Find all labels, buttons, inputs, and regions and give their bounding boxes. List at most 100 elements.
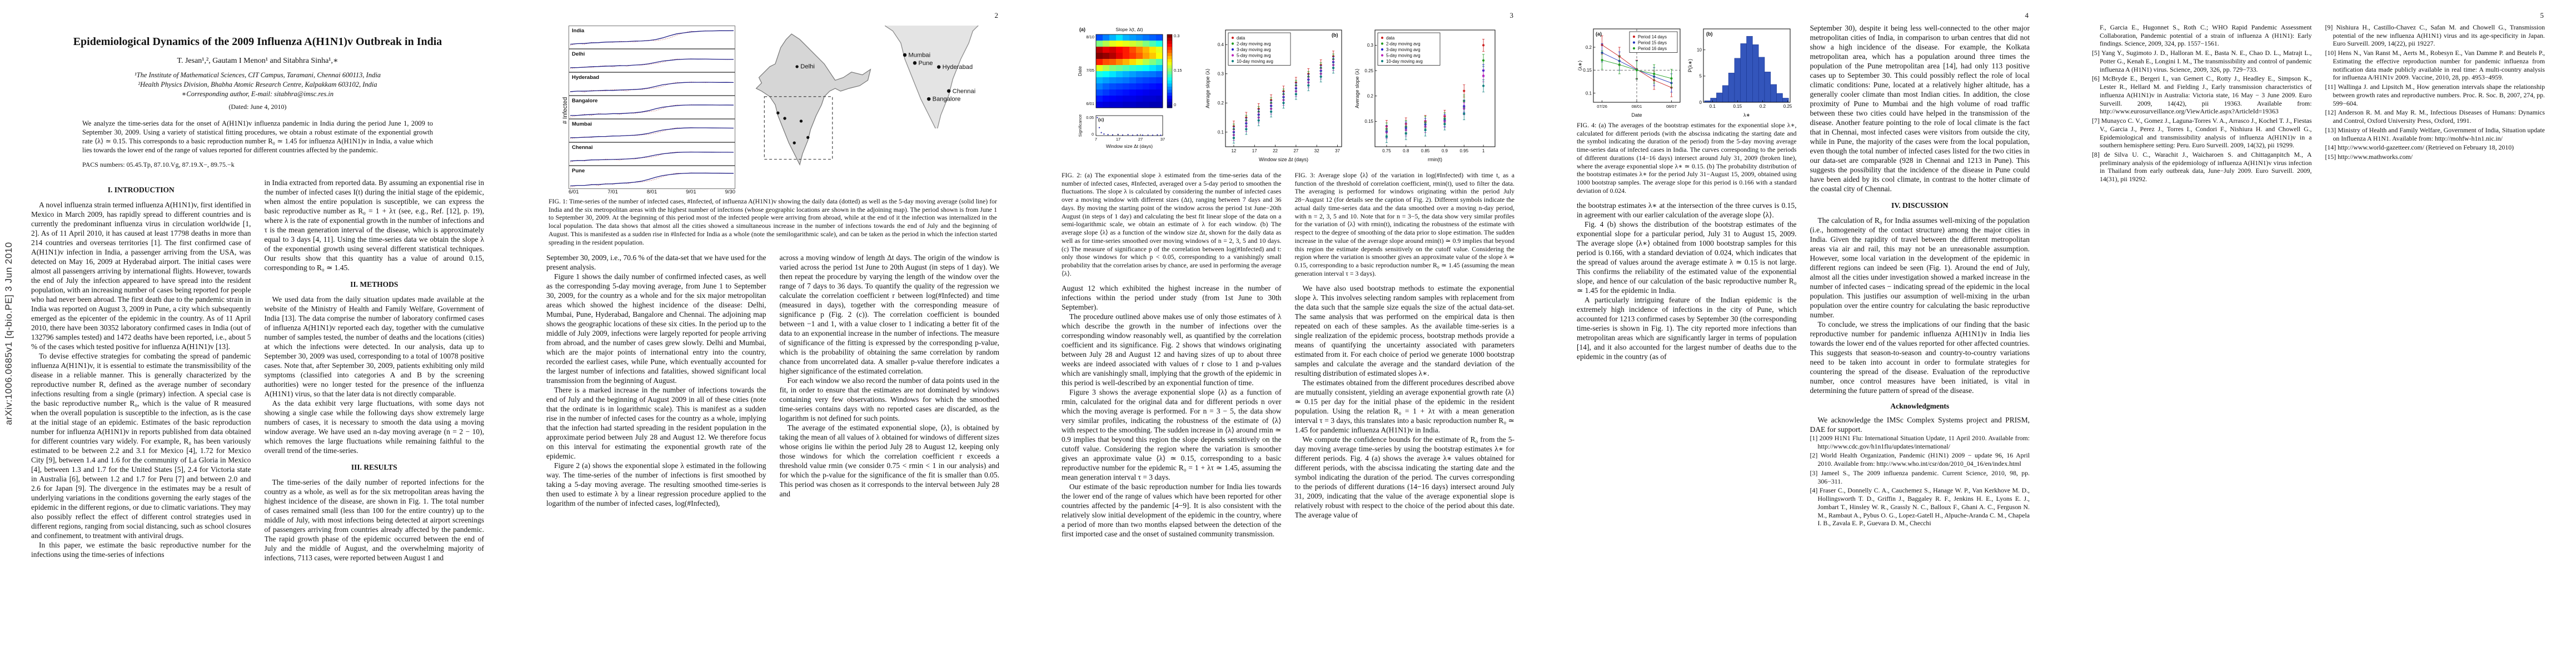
figure-2a-2c-block: 0.3 0.15 0 8/10 7/05 6/01 (a) Slope λ(t, Δt) Dat… <box>1077 24 1197 153</box>
svg-text:10-day moving avg: 10-day moving avg <box>1386 59 1423 64</box>
page-number: 4 <box>2025 11 2029 19</box>
fig1-x-tick: 6/01 <box>569 189 579 195</box>
svg-text:Window size Δt (days): Window size Δt (days) <box>1258 157 1308 162</box>
svg-text:37: 37 <box>1160 137 1164 142</box>
paper-title: Epidemiological Dynamics of the 2009 Inf… <box>73 36 442 48</box>
reference-item: [10] Hens N., Van Ranst M., Aerts M., Ro… <box>2325 49 2545 82</box>
svg-text:Date: Date <box>1631 112 1642 118</box>
paragraph: The time-series of the daily number of r… <box>264 477 485 562</box>
svg-text:0.15: 0.15 <box>1364 119 1373 124</box>
svg-text:0.25: 0.25 <box>1364 68 1373 73</box>
fig2b-average-slope-plot: 0.1 0.2 0.3 0.4 12 17 22 27 32 37 Window size Δt (… <box>1205 29 1342 162</box>
fig1-x-tick: 8/01 <box>646 189 657 195</box>
svg-text:17: 17 <box>1115 137 1120 142</box>
svg-text:data: data <box>1386 36 1395 41</box>
affiliation-2: ²Health Physics Division, Bhabha Atomic … <box>138 80 377 88</box>
paragraph: The estimates obtained from the differen… <box>1294 378 1515 434</box>
svg-text:Chennai: Chennai <box>953 88 975 94</box>
corresponding-author-line: ∗Corresponding author, E-mail: sitabhra@… <box>181 89 334 98</box>
fig1-panel-bangalore: Bangalore <box>569 96 735 119</box>
paragraph: We acknowledge the IMSc Complex Systems … <box>1810 416 2030 434</box>
svg-text:Mumbai: Mumbai <box>908 52 930 59</box>
svg-text:0.15: 0.15 <box>1174 68 1182 73</box>
reference-item: [15] http://www.mathworks.com/ <box>2325 153 2413 161</box>
svg-text:Delhi: Delhi <box>572 51 585 57</box>
fig2c-significance-panel: 0 0.05 7 17 27 37 Window size Δt (days) Signifi… <box>1078 115 1165 149</box>
svg-text:0.3: 0.3 <box>1367 43 1373 48</box>
svg-text:(b): (b) <box>1706 31 1713 37</box>
svg-text:0.15: 0.15 <box>1583 68 1592 73</box>
svg-text:0.2: 0.2 <box>1586 45 1592 50</box>
subsection-heading: Acknowledgments <box>1890 402 1950 410</box>
fig1-maps: Delhi Mumbai Pune Hyderabad Chennai Bangalor… <box>745 26 985 184</box>
abstract: We analyze the time-series data for the … <box>82 119 433 155</box>
svg-text:0.85: 0.85 <box>1421 148 1429 153</box>
reference-item: [1] 2009 H1N1 Flu: International Situati… <box>1810 434 2030 450</box>
svg-text:5-day moving avg: 5-day moving avg <box>1386 53 1421 58</box>
reference-item: [5] Yang Y., Sugimoto J. D., Halloran M.… <box>2092 49 2312 73</box>
figure-1: # Infected India Delhi Hyderabad Bangalore M… <box>546 26 999 195</box>
svg-text:10-day moving avg: 10-day moving avg <box>1237 59 1273 64</box>
fig1-timeseries-stack: # Infected India Delhi Hyderabad Bangalore M… <box>561 26 735 195</box>
page-2: 2 # Infected India Delhi Hyderabad Bangalor… <box>515 0 1030 667</box>
figure-caption: FIG. 4: (a) The averages of the bootstra… <box>1577 121 1797 195</box>
svg-text:3-day moving avg: 3-day moving avg <box>1237 47 1271 52</box>
page1-column-2: in India extracted from reported data. B… <box>265 178 485 563</box>
page2-column-2: across a moving window of length Δt days… <box>780 253 1000 508</box>
svg-text:0.3: 0.3 <box>1174 33 1179 38</box>
page-3: 3 0.3 0.15 0 8/10 7/05 6/01 (a) Slope λ(t, Δt) D… <box>1030 0 1546 667</box>
reference-item: [7] Munayco C. V., Gomez J., Laguna-Torr… <box>2092 117 2312 150</box>
svg-text:rmin(t): rmin(t) <box>1428 157 1442 162</box>
section-heading: III. RESULTS <box>351 462 397 471</box>
paragraph: Figure 1 shows the daily number of confi… <box>546 272 766 385</box>
svg-text:12: 12 <box>1231 148 1236 153</box>
paragraph: Fig. 4 (b) shows the distribution of the… <box>1577 220 1797 295</box>
fig4a-bootstrap-plot: 0.1 0.15 0.2 07/26 08/01 08/07 Date ⟨λ∗⟩ Period … <box>1577 28 1681 118</box>
fig1-x-tick: 9/30 <box>725 189 736 195</box>
svg-text:Period 15 days: Period 15 days <box>1638 41 1667 46</box>
svg-text:Bangalore: Bangalore <box>572 98 597 104</box>
paragraph: Figure 2 (a) shows the exponential slope… <box>546 461 766 508</box>
svg-text:0.25: 0.25 <box>1783 104 1792 109</box>
figure-2-and-3: 0.3 0.15 0 8/10 7/05 6/01 (a) Slope λ(t, Δt) Dat… <box>1062 24 1514 163</box>
svg-text:0.1: 0.1 <box>1710 104 1716 109</box>
svg-text:(b): (b) <box>1332 32 1338 38</box>
svg-text:0: 0 <box>1700 100 1702 105</box>
reference-item: [4] Fraser C., Donnelly C. A., Cauchemez… <box>1810 486 2030 527</box>
page1-column-1: I. INTRODUCTION A novel influenza strain … <box>31 178 251 563</box>
svg-text:(c): (c) <box>1098 117 1104 122</box>
svg-text:27: 27 <box>1138 137 1142 142</box>
reference-item: [8] de Silva U. C., Warachit J., Waichar… <box>2092 151 2312 183</box>
paragraph: September 30, 2009, i.e., 70.6 % of the … <box>546 253 766 272</box>
figure1-caption: FIG. 1: Time-series of the number of inf… <box>549 197 997 246</box>
svg-text:5: 5 <box>1700 74 1702 79</box>
reference-item: [6] McBryde E., Bergeri I., van Gemert C… <box>2092 74 2312 116</box>
svg-text:0.3: 0.3 <box>1217 72 1224 77</box>
india-map: Delhi <box>755 33 871 166</box>
svg-text:Period 14 days: Period 14 days <box>1638 34 1667 39</box>
svg-text:λ∗: λ∗ <box>1743 112 1750 118</box>
svg-text:Period 16 days: Period 16 days <box>1638 46 1667 51</box>
fig1-x-tick: 7/01 <box>607 189 618 195</box>
reference-item: F., Garcia E., Hugonnet S., Roth C.; WHO… <box>2100 23 2312 48</box>
reference-item: [13] Ministry of Health and Family Welfa… <box>2325 126 2545 142</box>
page-5: 5 F., Garcia E., Hugonnet S., Roth C.; W… <box>2061 0 2576 667</box>
page4-column-1: 0.1 0.15 0.2 07/26 08/01 08/07 Date ⟨λ∗⟩ Period … <box>1577 23 1797 529</box>
affiliation-1: ¹The Institute of Mathematical Sciences,… <box>134 71 381 79</box>
figure-4: 0.1 0.15 0.2 07/26 08/01 08/07 Date ⟨λ∗⟩ Period … <box>1577 23 1797 119</box>
svg-text:0.9: 0.9 <box>1441 148 1448 153</box>
paragraph: A novel influenza strain termed influenz… <box>31 200 251 351</box>
paragraph: There is a marked increase in the number… <box>546 386 766 461</box>
svg-text:0.95: 0.95 <box>1459 148 1468 153</box>
svg-text:0: 0 <box>1092 133 1094 137</box>
fig1-x-tick: 9/01 <box>686 189 696 195</box>
page3-column-1: FIG. 2: (a) The exponential slope λ esti… <box>1062 170 1282 539</box>
svg-text:17: 17 <box>1252 148 1257 153</box>
svg-text:Mumbai: Mumbai <box>572 121 592 127</box>
paragraph: September 30), despite it being less wel… <box>1810 24 2030 193</box>
svg-text:(a): (a) <box>1596 31 1602 37</box>
paragraph: in India extracted from reported data. B… <box>264 178 485 272</box>
reference-item: [11] Wallinga J. and Lipsitch M., How ge… <box>2325 83 2545 107</box>
reference-item: [2] World Health Organization, Pandemic … <box>1810 451 2030 468</box>
svg-text:Hyderabad: Hyderabad <box>572 74 599 81</box>
